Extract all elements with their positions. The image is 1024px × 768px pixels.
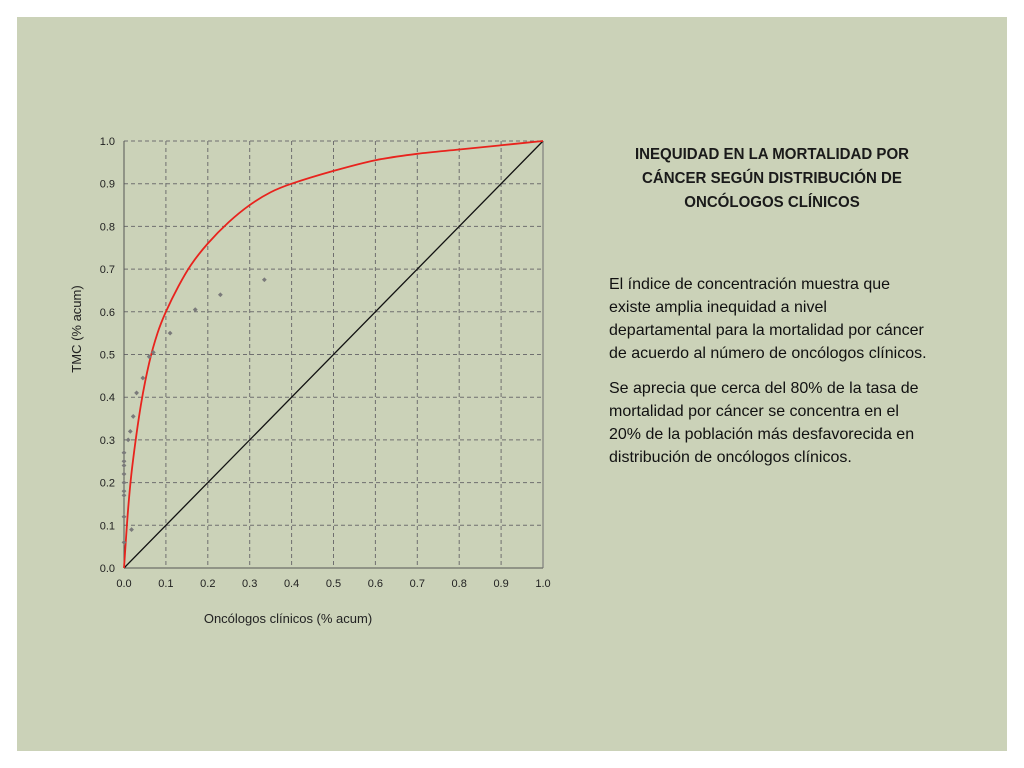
data-point [121, 539, 127, 545]
y-tick-label: 1.0 [100, 136, 115, 148]
lorenz-chart: 0.0 0.1 0.2 0.3 0.4 0.5 0.6 0.7 0.8 0.9 1.0 0.0 0.1 0… [69, 136, 551, 626]
y-axis-label: TMC (% acum) [69, 285, 84, 372]
x-tick-label: 0.8 [452, 578, 467, 590]
y-tick-label: 0.5 [100, 350, 115, 362]
data-point [140, 375, 146, 381]
x-tick-label: 1.0 [535, 578, 550, 590]
data-point [127, 428, 133, 434]
data-point [121, 458, 127, 464]
data-point [121, 463, 127, 468]
data-point [121, 493, 127, 498]
data-point [217, 292, 223, 298]
data-point [167, 330, 173, 336]
x-tick-label: 0.2 [200, 578, 215, 590]
y-tick-label: 0.3 [100, 435, 115, 447]
y-tick-label: 0.7 [100, 264, 115, 276]
x-tick-label: 0.1 [158, 578, 173, 590]
data-point [121, 514, 127, 520]
data-point [121, 471, 127, 477]
data-point [261, 277, 267, 283]
tick-labels: 0.0 0.1 0.2 0.3 0.4 0.5 0.6 0.7 0.8 0.9 1.0 0.0 0.1 0… [100, 136, 551, 590]
data-point [130, 414, 136, 419]
x-tick-label: 0.0 [116, 578, 131, 590]
data-point [129, 527, 134, 532]
y-tick-label: 0.6 [100, 307, 115, 319]
slide-body: El índice de concentración muestra que e… [609, 273, 929, 481]
paragraph-80-20: Se aprecia que cerca del 80% de la tasa … [609, 380, 919, 466]
x-tick-label: 0.3 [242, 578, 257, 590]
y-tick-label: 0.0 [100, 563, 115, 575]
data-point [121, 450, 127, 456]
y-tick-label: 0.4 [100, 392, 115, 404]
chart-grid [123, 140, 544, 569]
concentration-curve [123, 140, 544, 569]
x-tick-label: 0.4 [284, 578, 299, 590]
equality-line [123, 140, 544, 569]
x-tick-label: 0.5 [326, 578, 341, 590]
data-point [146, 354, 152, 360]
data-point [150, 349, 156, 355]
data-point [125, 437, 131, 443]
paragraph-concentration-index: El índice de concentración muestra que e… [609, 276, 927, 362]
data-point [192, 307, 198, 313]
slide-heading: INEQUIDAD EN LA MORTALIDAD POR CÁNCER SE… [634, 146, 910, 211]
y-tick-label: 0.9 [100, 179, 115, 191]
y-tick-label: 0.2 [100, 478, 115, 490]
data-point [121, 488, 127, 494]
y-tick-label: 0.8 [100, 221, 115, 233]
x-tick-label: 0.9 [493, 578, 508, 590]
data-point [121, 480, 127, 485]
chart-series [121, 140, 544, 569]
slide: 0.0 0.1 0.2 0.3 0.4 0.5 0.6 0.7 0.8 0.9 1.0 0.0 0.1 0… [17, 17, 1007, 751]
x-axis-label: Oncólogos clínicos (% acum) [204, 611, 372, 626]
y-tick-label: 0.1 [100, 520, 115, 532]
data-point [134, 390, 139, 396]
x-tick-label: 0.7 [410, 578, 425, 590]
x-tick-label: 0.6 [368, 578, 383, 590]
